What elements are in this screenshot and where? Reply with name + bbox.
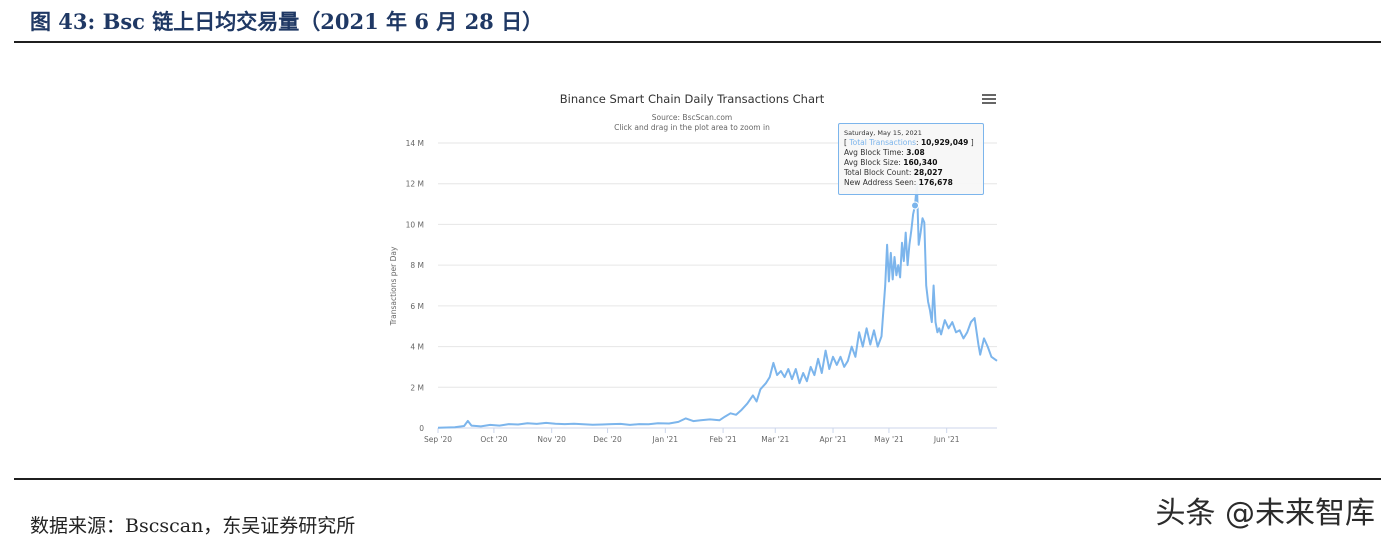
top-rule — [14, 41, 1381, 43]
figure-title: 图 43: Bsc 链上日均交易量（2021 年 6 月 28 日） — [30, 9, 544, 34]
tooltip-date: Saturday, May 15, 2021 — [844, 129, 922, 137]
bottom-rule — [14, 478, 1381, 480]
y-tick-label: 12 M — [406, 180, 424, 189]
tooltip-row-new-address: New Address Seen: 176,678 — [844, 178, 953, 187]
series-group — [437, 182, 998, 429]
y-tick-label: 6 M — [410, 302, 424, 311]
x-tick-label: Jun '21 — [933, 435, 960, 444]
x-axis-ticks: Sep '20 Oct '20 Nov '20 Dec '20 Jan '21 Feb '… — [424, 428, 960, 444]
watermark: 头条 @未来智库 — [1155, 496, 1375, 531]
y-tick-label: 14 M — [406, 139, 424, 148]
highlighted-point — [911, 201, 920, 210]
tooltip-series-value: 10,929,049 — [920, 138, 969, 147]
tooltip-bracket-close: ] — [968, 138, 974, 147]
chart-menu-icon[interactable] — [982, 94, 996, 106]
x-tick-label: Jan '21 — [652, 435, 679, 444]
x-tick-label: Dec '20 — [593, 435, 622, 444]
y-axis-ticks: 0 2 M 4 M 6 M 8 M 10 M 12 M 14 M — [406, 139, 425, 433]
x-tick-label: Apr '21 — [820, 435, 847, 444]
tooltip-series-row: [ Total Transactions: 10,929,049 ] — [844, 138, 974, 147]
chart-zoom-hint: Click and drag in the plot area to zoom … — [614, 123, 770, 132]
y-tick-label: 2 M — [410, 383, 424, 392]
tooltip-row-block-time: Avg Block Time: 3.08 — [844, 148, 925, 157]
x-tick-label: Sep '20 — [424, 435, 452, 444]
x-tick-label: Feb '21 — [709, 435, 736, 444]
tooltip-row-block-count: Total Block Count: 28,027 — [844, 168, 943, 177]
y-axis-label: Transactions per Day — [389, 246, 398, 326]
y-tick-label: 10 M — [406, 220, 424, 229]
x-tick-label: Oct '20 — [480, 435, 507, 444]
tooltip-bracket-open: [ — [844, 138, 850, 147]
chart-title: Binance Smart Chain Daily Transactions C… — [560, 92, 825, 106]
chart-subtitle: Source: BscScan.com — [652, 113, 732, 122]
y-tick-label: 0 — [419, 424, 424, 433]
y-tick-label: 4 M — [410, 343, 424, 352]
tooltip-series-label: Total Transactions — [849, 138, 917, 147]
tooltip-row-block-size: Avg Block Size: 160,340 — [844, 158, 938, 167]
series-line — [437, 182, 998, 429]
y-tick-label: 8 M — [410, 261, 424, 270]
data-tooltip: Saturday, May 15, 2021 [ Total Transacti… — [838, 123, 984, 195]
x-tick-label: Mar '21 — [761, 435, 789, 444]
x-tick-label: May '21 — [874, 435, 904, 444]
x-tick-label: Nov '20 — [537, 435, 566, 444]
source-note: 数据来源：Bscscan，东吴证券研究所 — [30, 515, 356, 537]
